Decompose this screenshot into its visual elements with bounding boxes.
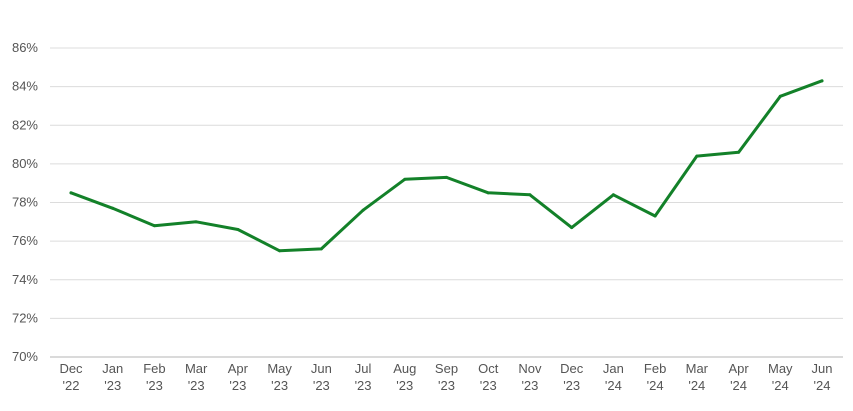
x-tick-year: '23 bbox=[188, 378, 205, 393]
x-tick-label: May '23 bbox=[267, 361, 292, 393]
x-tick-label: Jan '24 bbox=[603, 361, 624, 393]
y-axis-tick-labels: 70% 72% 74% 76% 78% 80% 82% 84% 86% bbox=[12, 40, 38, 364]
x-tick-month: Jun bbox=[812, 361, 833, 376]
grid-lines bbox=[50, 47, 843, 358]
x-tick-year: '23 bbox=[104, 378, 121, 393]
x-tick-month: May bbox=[267, 361, 292, 376]
y-tick-label: 82% bbox=[12, 117, 38, 132]
x-tick-month: Mar bbox=[185, 361, 208, 376]
data-point bbox=[403, 177, 407, 181]
x-tick-month: Nov bbox=[518, 361, 542, 376]
x-tick-label: Jun '23 bbox=[311, 361, 332, 393]
x-tick-month: May bbox=[768, 361, 793, 376]
x-tick-month: Mar bbox=[686, 361, 709, 376]
data-point bbox=[236, 228, 240, 232]
x-tick-label: Oct '23 bbox=[478, 361, 499, 393]
x-tick-year: '23 bbox=[229, 378, 246, 393]
series-line bbox=[69, 79, 824, 253]
data-point bbox=[653, 214, 657, 218]
x-tick-label: Dec '22 bbox=[59, 361, 83, 393]
y-tick-label: 70% bbox=[12, 349, 38, 364]
x-tick-month: Apr bbox=[728, 361, 749, 376]
x-tick-label: Mar '23 bbox=[185, 361, 208, 393]
y-tick-label: 80% bbox=[12, 156, 38, 171]
x-tick-label: May '24 bbox=[768, 361, 793, 393]
x-tick-year: '23 bbox=[438, 378, 455, 393]
data-point bbox=[152, 224, 156, 228]
y-tick-label: 78% bbox=[12, 195, 38, 210]
data-point bbox=[319, 247, 323, 251]
x-tick-year: '23 bbox=[521, 378, 538, 393]
x-tick-month: Jul bbox=[355, 361, 372, 376]
y-tick-label: 72% bbox=[12, 310, 38, 325]
data-point bbox=[361, 208, 365, 212]
x-tick-month: Jun bbox=[311, 361, 332, 376]
y-tick-label: 74% bbox=[12, 272, 38, 287]
x-tick-year: '23 bbox=[480, 378, 497, 393]
data-point bbox=[570, 226, 574, 230]
x-tick-year: '23 bbox=[146, 378, 163, 393]
x-tick-label: Jun '24 bbox=[812, 361, 833, 393]
data-point bbox=[111, 206, 115, 210]
x-tick-month: Jan bbox=[102, 361, 123, 376]
series-layer bbox=[69, 79, 824, 253]
x-tick-year: '24 bbox=[730, 378, 747, 393]
x-tick-label: Nov '23 bbox=[518, 361, 542, 393]
y-tick-label: 84% bbox=[12, 79, 38, 94]
x-tick-month: Apr bbox=[228, 361, 249, 376]
x-tick-month: Jan bbox=[603, 361, 624, 376]
x-tick-month: Dec bbox=[59, 361, 83, 376]
data-point bbox=[445, 175, 448, 179]
data-point bbox=[778, 94, 782, 98]
data-point bbox=[611, 193, 615, 197]
x-tick-label: Mar '24 bbox=[686, 361, 709, 393]
data-point bbox=[194, 220, 198, 224]
y-tick-label: 86% bbox=[12, 40, 38, 55]
data-point bbox=[69, 191, 73, 195]
data-point bbox=[820, 79, 824, 83]
x-tick-label: Dec '23 bbox=[560, 361, 584, 393]
x-tick-month: Oct bbox=[478, 361, 499, 376]
x-tick-month: Feb bbox=[143, 361, 165, 376]
x-tick-label: Apr '23 bbox=[228, 361, 249, 393]
data-point bbox=[695, 154, 699, 158]
x-tick-year: '24 bbox=[688, 378, 705, 393]
x-tick-month: Sep bbox=[435, 361, 458, 376]
x-axis-tick-labels: Dec '22 Jan '23 Feb '23 Mar '23 Apr '23 May '23 Jun '… bbox=[59, 361, 832, 393]
x-tick-month: Aug bbox=[393, 361, 416, 376]
x-tick-label: Jul '23 bbox=[355, 361, 372, 393]
x-tick-year: '23 bbox=[563, 378, 580, 393]
x-tick-year: '24 bbox=[647, 378, 664, 393]
x-tick-label: Feb '23 bbox=[143, 361, 165, 393]
x-tick-year: '23 bbox=[313, 378, 330, 393]
data-point bbox=[278, 249, 282, 253]
x-tick-year: '23 bbox=[396, 378, 413, 393]
x-tick-year: '24 bbox=[605, 378, 622, 393]
x-tick-year: '23 bbox=[355, 378, 372, 393]
x-tick-label: Jan '23 bbox=[102, 361, 123, 393]
data-point bbox=[737, 150, 741, 154]
x-tick-label: Sep '23 bbox=[435, 361, 458, 393]
x-tick-year: '23 bbox=[271, 378, 288, 393]
x-tick-label: Apr '24 bbox=[728, 361, 749, 393]
y-tick-label: 76% bbox=[12, 233, 38, 248]
data-point bbox=[486, 191, 490, 195]
x-tick-year: '24 bbox=[772, 378, 789, 393]
x-tick-month: Feb bbox=[644, 361, 666, 376]
x-tick-label: Aug '23 bbox=[393, 361, 416, 393]
data-point bbox=[528, 193, 532, 197]
x-tick-month: Dec bbox=[560, 361, 584, 376]
x-tick-label: Feb '24 bbox=[644, 361, 666, 393]
x-tick-year: '24 bbox=[814, 378, 831, 393]
x-tick-year: '22 bbox=[63, 378, 80, 393]
